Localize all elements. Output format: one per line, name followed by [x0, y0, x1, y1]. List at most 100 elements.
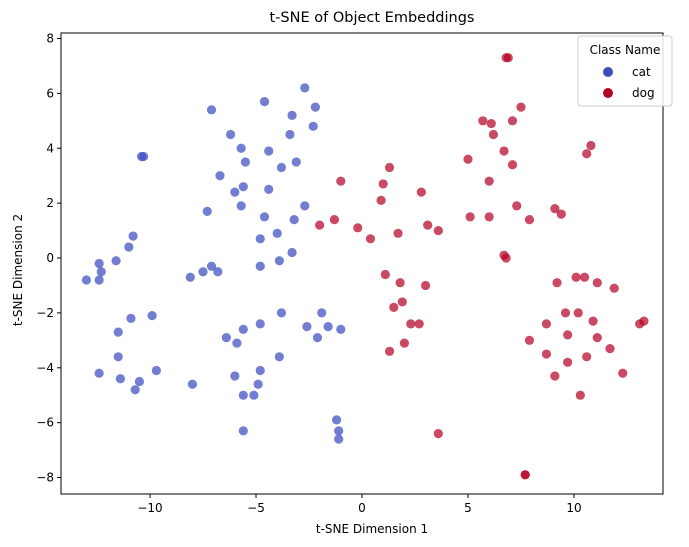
point-cat-69	[334, 434, 344, 444]
point-cat-49	[238, 324, 248, 334]
point-cat-59	[230, 371, 240, 381]
y-tick-label-7: 6	[46, 86, 54, 100]
point-cat-53	[113, 352, 123, 362]
point-dog-12	[384, 162, 395, 173]
point-cat-50	[221, 332, 231, 343]
point-dog-55	[605, 343, 615, 354]
legend-title: Class Name	[590, 43, 661, 57]
point-dog-34	[571, 272, 581, 282]
y-tick-label-8: 8	[46, 31, 54, 45]
point-cat-40	[276, 308, 287, 318]
point-dog-2	[516, 102, 526, 112]
point-dog-40	[609, 283, 619, 293]
y-tick-label-1: −6	[36, 416, 54, 430]
point-dog-65	[520, 470, 530, 480]
point-dog-62	[575, 390, 585, 400]
point-cat-22	[259, 212, 270, 222]
point-cat-36	[198, 267, 208, 277]
point-dog-47	[639, 316, 649, 326]
point-cat-56	[151, 365, 161, 376]
point-cat-16	[238, 182, 248, 192]
point-cat-6	[225, 129, 236, 140]
point-cat-43	[126, 313, 136, 323]
point-dog-4	[486, 118, 496, 129]
point-dog-57	[541, 349, 552, 359]
point-dog-26	[423, 220, 433, 230]
point-dog-20	[556, 209, 566, 219]
point-dog-13	[336, 176, 346, 186]
point-dog-23	[524, 215, 535, 225]
point-dog-61	[550, 371, 560, 381]
y-tick-label-4: 0	[46, 251, 54, 265]
point-dog-39	[420, 280, 431, 291]
point-cat-58	[115, 374, 125, 384]
point-cat-17	[230, 187, 240, 197]
point-dog-19	[550, 204, 560, 214]
point-cat-20	[300, 201, 310, 211]
point-dog-10	[463, 154, 473, 164]
point-cat-52	[232, 338, 242, 348]
point-cat-5	[285, 129, 295, 140]
point-dog-5	[507, 116, 518, 126]
point-dog-51	[563, 330, 573, 340]
point-cat-29	[124, 242, 134, 252]
point-dog-35	[380, 269, 390, 280]
chart-title: t-SNE of Object Embeddings	[270, 10, 475, 26]
point-cat-19	[236, 201, 246, 211]
point-dog-21	[465, 212, 475, 222]
point-dog-52	[592, 332, 602, 343]
point-dog-44	[573, 308, 583, 318]
point-dog-17	[376, 195, 386, 205]
point-dog-60	[618, 368, 628, 378]
point-dog-9	[582, 149, 592, 159]
point-cat-55	[94, 368, 104, 378]
point-cat-2	[206, 105, 217, 115]
point-dog-32	[501, 253, 511, 263]
point-cat-1	[259, 97, 270, 107]
point-cat-9	[264, 146, 274, 156]
point-cat-68	[334, 426, 344, 436]
point-cat-46	[323, 322, 333, 332]
point-cat-28	[128, 231, 138, 241]
point-dog-38	[395, 278, 405, 288]
point-cat-25	[255, 234, 265, 244]
plot-frame	[60, 32, 664, 495]
point-cat-63	[130, 385, 140, 395]
point-dog-15	[378, 179, 388, 189]
point-cat-24	[272, 228, 282, 238]
point-dog-11	[507, 160, 518, 170]
point-cat-67	[331, 415, 342, 425]
point-cat-45	[302, 322, 312, 332]
point-cat-12	[291, 157, 301, 167]
point-cat-21	[202, 206, 212, 216]
point-cat-18	[264, 184, 274, 195]
point-cat-65	[238, 390, 248, 400]
legend-marker-cat	[603, 67, 613, 77]
point-cat-33	[255, 261, 265, 271]
point-cat-39	[185, 272, 195, 282]
point-dog-28	[393, 228, 403, 238]
x-tick-label-4: 10	[566, 501, 581, 515]
point-dog-18	[512, 201, 522, 211]
point-dog-42	[389, 302, 399, 312]
y-tick-label-2: −4	[36, 361, 54, 375]
point-cat-35	[213, 267, 223, 277]
point-cat-60	[134, 376, 145, 387]
point-cat-34	[206, 261, 217, 271]
point-cat-62	[253, 379, 263, 389]
legend-label-dog: dog	[632, 86, 655, 100]
point-cat-64	[249, 390, 259, 400]
point-dog-53	[399, 338, 409, 348]
y-tick-label-3: −2	[36, 306, 54, 320]
y-axis-label: t-SNE Dimension 2	[11, 214, 25, 326]
point-dog-6	[488, 129, 499, 140]
x-axis-label: t-SNE Dimension 1	[316, 522, 428, 536]
point-cat-32	[96, 267, 106, 277]
point-cat-26	[287, 247, 297, 258]
point-cat-51	[312, 332, 323, 343]
x-tick-label-2: 0	[358, 501, 366, 515]
point-dog-8	[499, 146, 509, 156]
point-cat-38	[94, 275, 104, 285]
point-dog-3	[478, 116, 488, 126]
point-dog-54	[524, 335, 535, 345]
